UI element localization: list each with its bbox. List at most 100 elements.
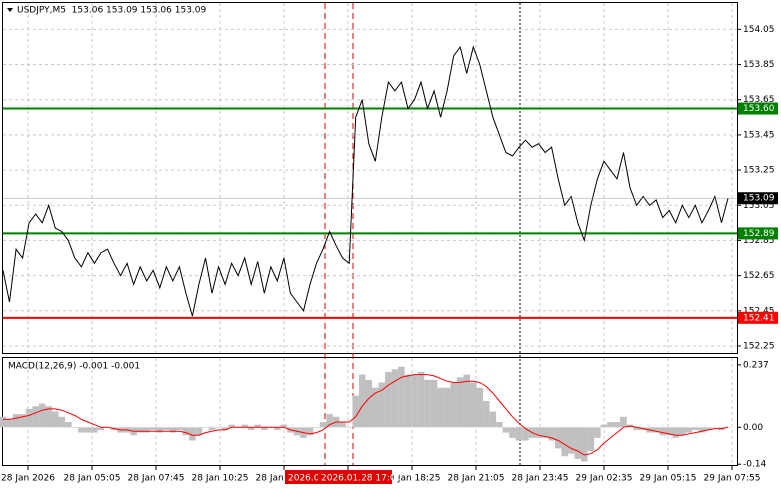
macd-bar [456, 377, 464, 428]
macd-bar [306, 427, 314, 436]
macd-bar [345, 427, 353, 428]
time-marker-label: 2026.0 [288, 474, 320, 484]
y-tick-label: 152.65 [743, 271, 775, 281]
macd-bar [685, 427, 693, 433]
macd-bar [136, 427, 144, 433]
x-tick-label: 28 Jan 23:45 [512, 474, 569, 484]
macd-bar [221, 427, 229, 430]
level-label-box [738, 311, 778, 324]
macd-bar [352, 395, 359, 428]
macd-bar [385, 371, 392, 428]
macd-bar [254, 424, 261, 428]
macd-bar [430, 379, 438, 428]
macd-bar [326, 414, 333, 428]
macd-bar [711, 427, 719, 428]
macd-bar [594, 427, 601, 438]
macd-bar [97, 427, 105, 430]
macd-bar [149, 427, 157, 430]
macd-bar [91, 427, 98, 433]
level-label: 153.60 [743, 104, 775, 114]
macd-bar [692, 427, 699, 430]
macd-bar [45, 406, 52, 428]
macd-bar [450, 382, 457, 428]
time-marker-box [285, 470, 318, 484]
macd-bar [84, 427, 92, 433]
macd-bar [143, 427, 150, 433]
macd-bar [496, 422, 503, 428]
macd-bar [32, 406, 39, 428]
macd-bar [443, 387, 451, 428]
y-tick-label: 0.237 [743, 360, 769, 370]
x-tick-label: 29 Jan 02:35 [576, 474, 633, 484]
macd-bar [365, 379, 373, 428]
macd-bar [176, 427, 183, 430]
macd-bar [71, 427, 79, 428]
menu-arrow [7, 8, 13, 12]
macd-bar [652, 427, 660, 433]
macd-bar [659, 427, 666, 436]
macd-bar [470, 382, 477, 428]
macd-bar [0, 416, 7, 428]
time-marker-box [318, 470, 392, 484]
x-tick-label: 28 Jan 05:05 [64, 474, 121, 484]
macd-bar [6, 419, 13, 428]
macd-bar [581, 427, 588, 462]
macd-panel [2, 357, 738, 466]
macd-bar [633, 427, 640, 430]
macd-bar [411, 374, 418, 428]
x-tick-label: 29 Jan 05:15 [640, 474, 697, 484]
macd-bar [574, 427, 582, 459]
x-tick-label: 28 Jan 2026 [1, 474, 55, 484]
macd-bar [483, 400, 490, 428]
macd-bar [679, 427, 686, 436]
level-label: 152.41 [743, 313, 775, 323]
macd-bar [391, 369, 399, 428]
macd-bar [25, 408, 33, 428]
macd-bar [404, 374, 412, 428]
macd-bar [620, 416, 627, 428]
macd-bar [437, 387, 444, 428]
macd-bar [561, 427, 568, 457]
macd-bar [274, 427, 281, 430]
macd-bar [241, 424, 248, 428]
macd-bar [567, 427, 575, 454]
y-tick-label: 0.00 [743, 423, 763, 433]
macd-bar [378, 382, 386, 428]
macd-bar [228, 424, 235, 428]
macd-bar [12, 414, 20, 428]
x-tick-label: 28 Jan 07:45 [128, 474, 185, 484]
y-tick-label: -0.14 [743, 460, 767, 470]
macd-bar [156, 427, 164, 433]
x-tick-label: 28 Jan 18:25 [384, 474, 441, 484]
macd-bar [698, 427, 706, 433]
y-tick-label: 153.65 [743, 95, 775, 105]
macd-bar [607, 422, 614, 428]
level-label-box [738, 227, 778, 240]
last-price-label: 153.09 [743, 194, 775, 204]
macd-bar [463, 374, 471, 428]
macd-title: MACD(12,26,9) -0.001 -0.001 [8, 362, 140, 372]
macd-bar [672, 427, 680, 438]
macd-bar [600, 424, 608, 428]
macd-bar [509, 427, 516, 438]
signal-line [3, 374, 729, 456]
time-marker-label: 2026.01.28 17:00 [321, 474, 402, 484]
x-tick-label: 28 Jan 13:05 [256, 474, 313, 484]
macd-bar [65, 422, 72, 428]
macd-bar [515, 427, 523, 441]
y-tick-label: 152.45 [743, 306, 775, 316]
macd-bar [522, 427, 529, 441]
x-tick-label: 28 Jan 21:05 [448, 474, 505, 484]
macd-bar [417, 371, 425, 428]
macd-bar [372, 387, 379, 428]
macd-bar [51, 411, 59, 428]
plot-layer: 28 Jan 2026 28 Jan 05:05 28 Jan 07:45 28 Ja… [0, 3, 778, 484]
macd-bar [247, 427, 255, 430]
macd-bar [313, 427, 320, 428]
macd-bar [613, 422, 621, 428]
y-tick-label: 153.45 [743, 130, 775, 140]
y-tick-label: 152.85 [743, 236, 775, 246]
macd-bar [58, 416, 66, 428]
